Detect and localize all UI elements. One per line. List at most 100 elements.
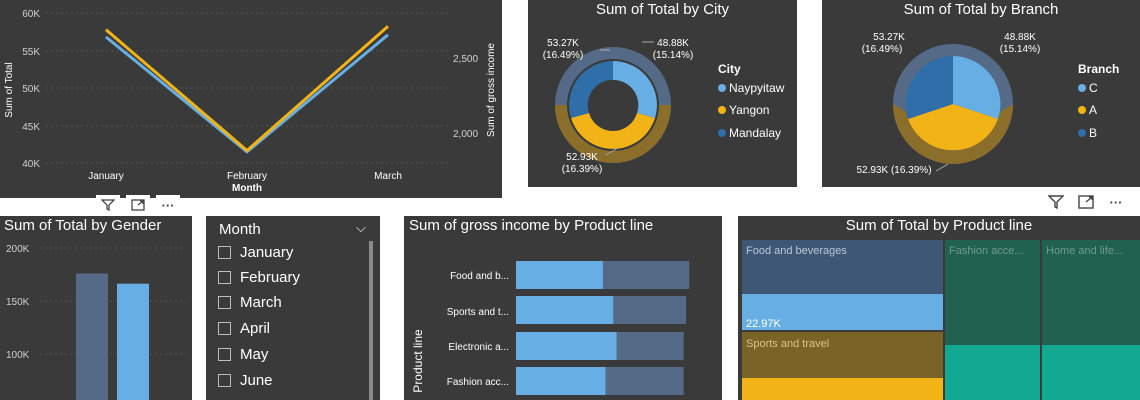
bar-gender-male[interactable] [117, 283, 149, 400]
legend-label: Yangon [729, 103, 770, 117]
slicer-item-label: January [240, 244, 294, 261]
pie-slice-c [953, 56, 1001, 119]
treemap-tile-home-highlight[interactable] [1042, 345, 1140, 400]
legend-item-mandalay[interactable]: Mandalay [718, 126, 781, 140]
checkbox[interactable] [218, 374, 231, 387]
legend-item-a[interactable]: A [1078, 103, 1097, 117]
slicer-item-march[interactable]: March [218, 294, 282, 311]
y-tick: Food and b... [450, 271, 509, 282]
more-options-icon[interactable]: ··· [1104, 192, 1128, 212]
y-tick: 40K [22, 159, 40, 170]
legend-label: Naypyitaw [729, 81, 785, 95]
legend-dot [1078, 106, 1086, 114]
legend-dot [718, 106, 726, 114]
slicer-title: Month [219, 221, 261, 238]
treemap-label: Food and beverages [746, 245, 847, 257]
data-label: 52.93K (16.39%) [856, 165, 931, 176]
filter-icon[interactable] [1044, 192, 1068, 212]
data-label: (16.49%) [543, 50, 584, 61]
donut-slice-yangon [571, 113, 655, 149]
y-axis-label: Sum of Total [4, 62, 15, 117]
chart-title: Sum of gross income by Product line [409, 217, 654, 234]
slicer-item-february[interactable]: February [218, 269, 300, 286]
slicer-item-may[interactable]: May [218, 346, 268, 363]
legend-item-c[interactable]: C [1078, 81, 1098, 95]
treemap-visual-header: ··· [1044, 192, 1128, 212]
treemap-label: Sports and travel [746, 338, 830, 350]
branch-chart-panel[interactable]: Sum of Total by Branch 53.27K (16.49%) 4… [822, 0, 1140, 187]
city-chart-panel[interactable]: Sum of Total by City 53.27K (16.49%) 48.… [528, 0, 797, 187]
slicer-item-june[interactable]: June [218, 372, 273, 389]
filter-icon[interactable] [96, 195, 120, 215]
y-tick: Sports and t... [447, 307, 509, 318]
legend-item-yangon[interactable]: Yangon [718, 103, 769, 117]
y-tick: Fashion acc... [447, 377, 509, 388]
chart-title: Sum of Total by Branch [903, 1, 1059, 18]
donut-slice-mandalay [569, 61, 613, 118]
month-slicer-panel[interactable]: Month ⌵ January February March April May… [206, 216, 380, 400]
y-axis-label-right: Sum of gross income [486, 43, 497, 137]
y-tick: 150K [6, 297, 30, 308]
pie-slice-b [905, 56, 953, 119]
leader-line [605, 147, 619, 156]
series-line-total [105, 33, 389, 154]
slicer-scrollbar[interactable] [369, 241, 373, 400]
slicer-item-label: May [240, 346, 269, 363]
data-label: 48.88K [1004, 32, 1036, 43]
y-tick: 60K [22, 9, 40, 20]
slicer-item-january[interactable]: January [218, 244, 293, 261]
x-tick: January [88, 171, 124, 182]
donut-slice-naypyitaw [613, 61, 657, 118]
donut-slice-yangon-outer [555, 105, 671, 163]
legend-title: Branch [1078, 62, 1120, 76]
donut-hole [588, 80, 638, 130]
treemap-tile-sports-travel-highlight[interactable] [742, 378, 943, 400]
pie-slice-a-outer [893, 104, 1013, 164]
data-label: (16.39%) [562, 164, 603, 175]
checkbox[interactable] [218, 271, 231, 284]
checkbox[interactable] [218, 296, 231, 309]
gender-visual-header: ··· [96, 195, 180, 215]
gross-income-chart-panel[interactable]: Sum of gross income by Product line Prod… [404, 216, 722, 400]
chart-title: Sum of Total by Product line [845, 217, 1033, 234]
branch-pie-svg: 53.27K (16.49%) 48.88K (15.14%) 52.93K (… [856, 32, 1040, 176]
treemap-label: Home and life... [1046, 245, 1124, 257]
chevron-down-icon[interactable]: ⌵ [356, 220, 366, 235]
line-chart-panel[interactable]: 60K 55K 50K 45K 40K 2,500 2,000 Sum of T… [0, 0, 502, 198]
y-tick: 200K [6, 244, 30, 255]
focus-mode-icon[interactable] [126, 195, 150, 215]
legend-label: C [1089, 81, 1098, 95]
bar-highlight[interactable] [516, 261, 603, 289]
series-line-gross-income [105, 25, 389, 153]
legend-item-naypyitaw[interactable]: Naypyitaw [718, 81, 784, 95]
data-label: (15.14%) [653, 50, 694, 61]
checkbox[interactable] [218, 322, 231, 335]
bar-highlight[interactable] [516, 296, 614, 324]
data-label: (16.49%) [862, 44, 903, 55]
bar-gender-female[interactable] [76, 273, 108, 400]
slicer-item-label: March [240, 294, 282, 311]
treemap-panel[interactable]: Sum of Total by Product line Food and be… [738, 216, 1140, 400]
checkbox[interactable] [218, 348, 231, 361]
bar-highlight[interactable] [516, 332, 617, 360]
legend-dot [718, 84, 726, 92]
x-tick: March [374, 171, 402, 182]
treemap-tile-fashion-highlight[interactable] [945, 345, 1040, 400]
y-tick-right: 2,500 [453, 54, 478, 65]
data-label: 53.27K [547, 38, 579, 49]
x-tick: February [227, 171, 267, 182]
slicer-item-april[interactable]: April [218, 320, 270, 337]
treemap-tile-food-beverages-highlight[interactable] [742, 294, 943, 330]
legend-item-b[interactable]: B [1078, 126, 1097, 140]
checkbox[interactable] [218, 246, 231, 259]
gender-chart-panel[interactable]: Sum of Total by Gender 200K 150K 100K [0, 216, 192, 400]
pie-slice-a [908, 104, 998, 151]
more-options-icon[interactable]: ··· [156, 195, 180, 215]
focus-mode-icon[interactable] [1074, 192, 1098, 212]
bar-highlight[interactable] [516, 367, 606, 395]
chart-title: Sum of Total by City [595, 1, 730, 18]
legend-label: B [1089, 126, 1098, 140]
slicer-item-label: February [240, 269, 301, 286]
y-tick: Electronic a... [448, 342, 509, 353]
legend-dot [1078, 129, 1086, 137]
